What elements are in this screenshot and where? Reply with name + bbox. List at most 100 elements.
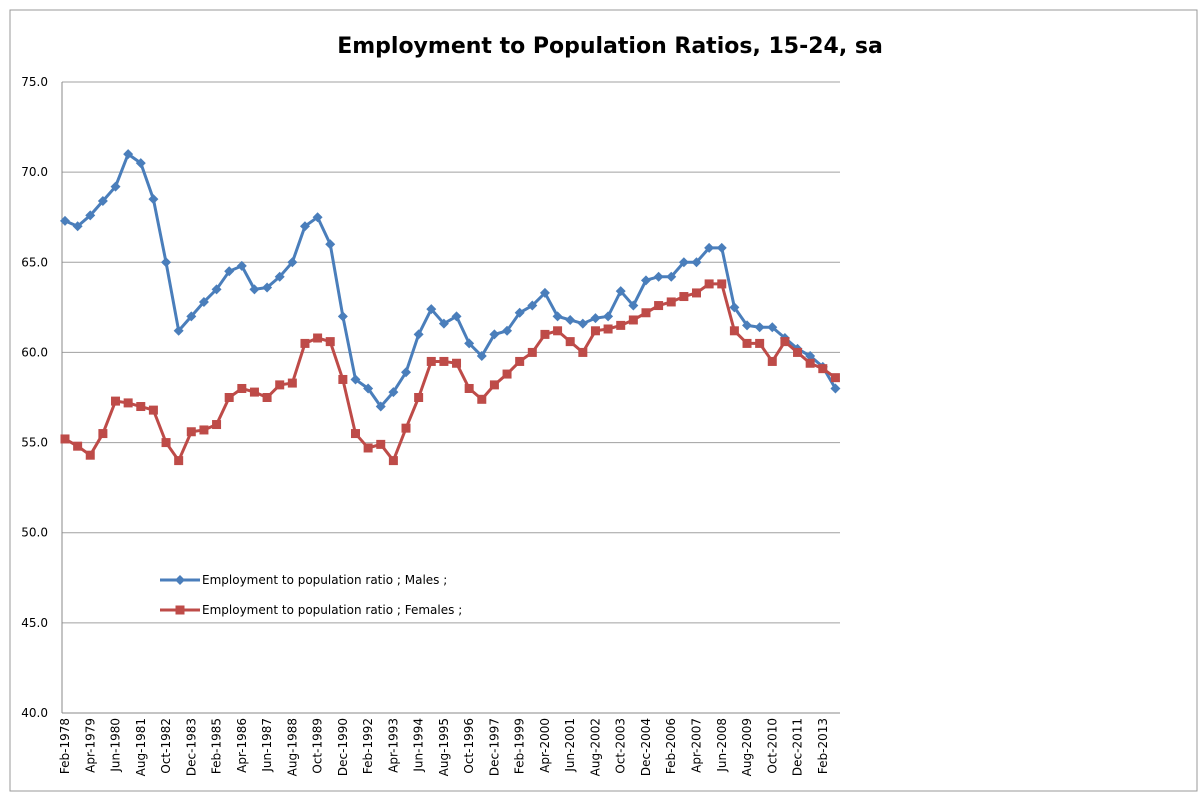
data-point [72,221,83,232]
data-point [640,275,651,286]
data-point [135,158,146,169]
data-point [540,329,550,339]
x-tick-label: Oct-1982 [159,718,173,774]
x-tick-label: Oct-1996 [462,718,476,774]
data-point [186,311,197,322]
data-point [325,239,336,250]
data-point [199,425,209,435]
data-point [552,311,563,322]
data-point [451,311,462,322]
x-tick-label: Feb-2006 [664,718,678,774]
data-point [123,398,133,408]
x-tick-label: Dec-1990 [336,718,350,776]
data-point [716,242,727,253]
data-point [388,387,399,398]
data-point [615,286,626,297]
data-point [578,347,588,357]
x-tick-label: Jun-1994 [412,718,426,773]
data-point [742,320,753,331]
data-point [603,324,613,334]
x-tick-label: Dec-1983 [184,718,198,776]
data-point [401,367,412,378]
x-tick-label: Jun-2001 [563,718,577,773]
data-point [502,369,512,379]
data-point [464,338,475,349]
x-tick-label: Jun-1980 [109,718,123,773]
data-point [275,380,285,390]
data-point [489,380,499,390]
chart-title: Employment to Population Ratios, 15-24, … [337,34,883,59]
data-point [300,338,310,348]
data-point [666,297,676,307]
data-point [553,326,563,336]
data-point [793,347,803,357]
x-tick-label: Jun-1987 [260,718,274,773]
y-tick-label: 75.0 [21,75,48,89]
data-point [287,378,297,388]
data-point [477,394,487,404]
data-point [110,181,121,192]
y-tick-label: 60.0 [21,345,48,359]
data-point [590,326,600,336]
data-point [249,284,260,295]
data-point [212,420,222,430]
data-point [679,292,689,302]
data-point [539,287,550,298]
data-point [691,257,702,268]
x-tick-label: Apr-2007 [690,718,704,773]
data-point [85,450,95,460]
data-point [729,302,740,313]
data-point [527,347,537,357]
data-point [236,260,247,271]
data-point [616,320,626,330]
data-point [514,307,525,318]
x-tick-label: Dec-2011 [791,718,805,776]
x-tick-label: Feb-2013 [816,718,830,774]
x-tick-label: Oct-2010 [765,718,779,774]
x-tick-label: Aug-2002 [588,718,602,776]
data-point [489,329,500,340]
data-point [363,443,373,453]
data-point [85,210,96,221]
data-point [464,383,474,393]
data-point [73,441,83,451]
data-point [565,314,576,325]
data-point [274,271,285,282]
data-point [666,271,677,282]
y-tick-label: 55.0 [21,436,48,450]
data-point [123,149,134,160]
data-point [325,337,335,347]
data-point [754,322,765,333]
legend-label: Employment to population ratio ; Males ; [202,573,447,587]
data-point [313,333,323,343]
legend-marker [175,575,185,585]
data-point [678,257,689,268]
data-point [590,313,601,324]
data-point [388,456,398,466]
y-tick-label: 70.0 [21,165,48,179]
data-point [198,296,209,307]
data-point [515,356,525,366]
legend-label: Employment to population ratio ; Females… [202,603,462,617]
x-tick-label: Aug-1981 [134,718,148,776]
x-tick-label: Oct-2003 [614,718,628,774]
data-point [439,356,449,366]
data-point [641,308,651,318]
data-point [350,429,360,439]
data-point [413,329,424,340]
legend-marker [175,605,185,615]
data-point [60,215,70,226]
data-point [414,393,424,402]
data-point [299,221,310,232]
data-point [224,393,234,402]
data-point [704,242,715,253]
x-tick-label: Apr-1993 [386,718,400,773]
x-tick-label: Apr-1986 [235,718,249,773]
data-point [97,195,108,206]
data-point [186,427,196,437]
data-point [161,438,171,448]
data-point [426,304,437,315]
data-point [452,358,462,368]
data-point [376,439,386,449]
data-point [818,364,828,374]
